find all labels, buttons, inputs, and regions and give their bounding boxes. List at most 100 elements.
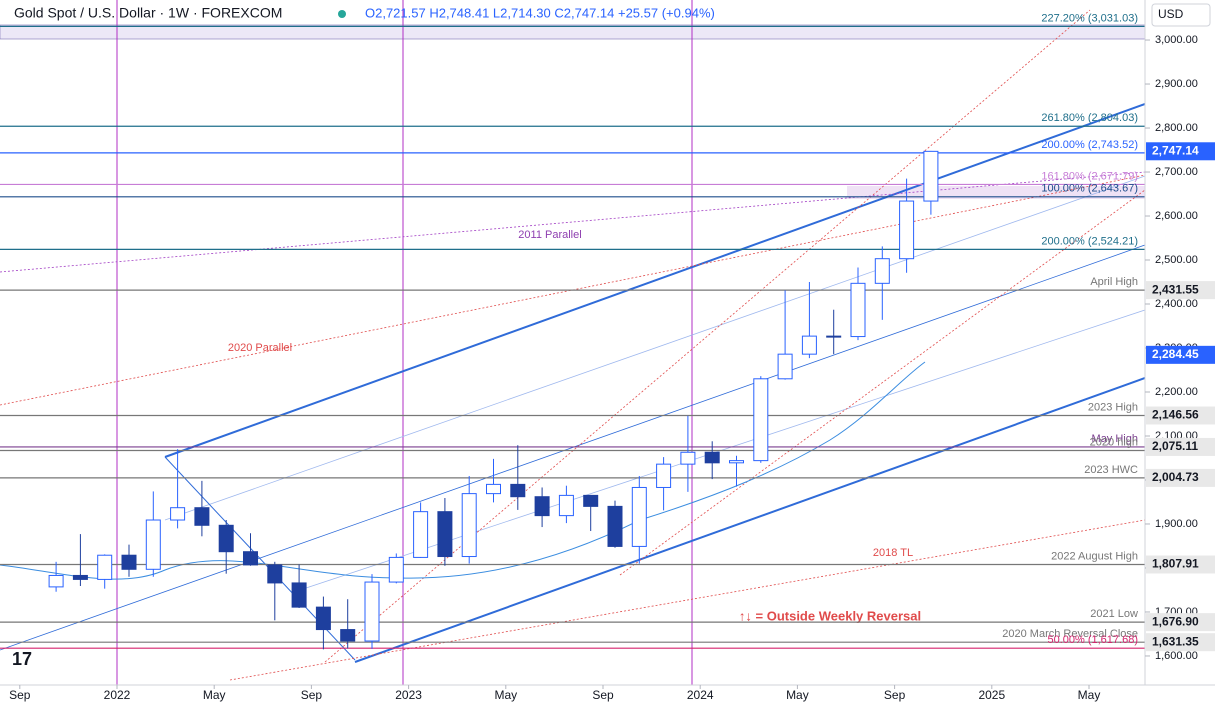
candle-body: [194, 507, 210, 526]
x-tick-label: 2024: [687, 688, 714, 702]
fib-zone: [847, 186, 1145, 199]
trendline: [164, 103, 1146, 458]
price-tag: [1146, 406, 1215, 425]
candle-body: [899, 200, 915, 260]
level-label: 2023 HWC: [1084, 464, 1138, 476]
status-dot: [338, 10, 346, 18]
candle-body: [340, 629, 356, 642]
candle-body: [121, 554, 137, 570]
price-tag-label: 1,807.91: [1152, 557, 1199, 571]
x-tick-label: Sep: [301, 688, 323, 702]
candle-body: [510, 483, 526, 498]
trendline: [164, 175, 1146, 521]
price-tag-label: 2,431.55: [1152, 282, 1199, 296]
y-tick-label: 2,600.00: [1155, 210, 1198, 222]
price-tag-label: 2,004.73: [1152, 470, 1199, 484]
price-tag: [1146, 281, 1215, 300]
price-tag: [1146, 437, 1215, 456]
candle-body: [364, 581, 380, 642]
candle-body: [388, 556, 404, 583]
y-tick-label: 2,700.00: [1155, 166, 1198, 178]
logo: 17: [12, 649, 32, 669]
level-label: 200.00% (2,524.21): [1041, 235, 1138, 247]
candle-body: [218, 524, 234, 553]
annotation: 2018 TL: [873, 547, 913, 559]
candle-body: [607, 505, 623, 547]
y-tick-label: 1,600.00: [1155, 650, 1198, 662]
currency-button[interactable]: [1151, 3, 1211, 27]
price-tag-label: 1,676.90: [1152, 614, 1199, 628]
candle-body: [583, 494, 599, 507]
candle-body: [437, 511, 453, 558]
candle-body: [97, 554, 113, 580]
y-tick-label: 2,800.00: [1155, 122, 1198, 134]
candle-body: [72, 574, 88, 580]
trendline-2018: [229, 519, 1146, 681]
price-tag: [1146, 633, 1215, 652]
candle-body: [558, 494, 574, 517]
candle-body: [413, 511, 429, 558]
trendline: [354, 377, 1146, 663]
level-label: 2022 August High: [1051, 550, 1138, 562]
x-tick-label: May: [1078, 688, 1101, 702]
chart-title: Gold Spot / U.S. Dollar · 1W · FOREXCOM: [14, 5, 282, 21]
annotation: 2020 Parallel: [228, 342, 292, 354]
level-label: 50.00% (1,617.68): [1047, 634, 1138, 646]
candle-body: [656, 463, 672, 488]
candle-body: [704, 451, 720, 464]
candle-body: [631, 486, 647, 547]
candle-body: [315, 606, 331, 631]
candle-body: [170, 507, 186, 521]
y-tick-label: 2,400.00: [1155, 298, 1198, 310]
price-tag: [1146, 142, 1215, 161]
trendline: [324, 9, 1091, 663]
x-tick-label: Sep: [9, 688, 31, 702]
currency[interactable]: USD: [1158, 7, 1184, 21]
candle-body: [461, 493, 477, 558]
level-label: 2021 Low: [1090, 608, 1138, 620]
level-label: 100.00% (2,643.67): [1041, 183, 1138, 195]
parallel-2020: [0, 174, 1146, 406]
y-tick-label: 2,900.00: [1155, 78, 1198, 90]
level-label: April High: [1090, 276, 1138, 288]
x-tick-label: 2025: [978, 688, 1005, 702]
y-tick-label: 2,200.00: [1155, 386, 1198, 398]
level-label: May High: [1092, 433, 1138, 445]
parallel-2011: [0, 171, 1146, 273]
y-tick-label: 3,000.00: [1155, 34, 1198, 46]
level-label: 161.80% (2,671.79): [1041, 170, 1138, 182]
candle-body: [777, 353, 793, 380]
x-tick-label: 2023: [395, 688, 422, 702]
level-label: 227.20% (3,031.03): [1041, 12, 1138, 24]
price-tag-label: 2,075.11: [1152, 439, 1198, 453]
price-tag-label: 2,146.56: [1152, 408, 1199, 422]
y-tick-label: 2,500.00: [1155, 254, 1198, 266]
level-label: 2020 March Reversal Close: [1002, 628, 1138, 640]
candle-body: [826, 335, 842, 338]
x-tick-label: May: [786, 688, 809, 702]
candle-body: [874, 258, 890, 284]
candle-body: [753, 378, 769, 462]
candle-body: [923, 150, 939, 202]
candle-body: [680, 451, 696, 465]
level-label: 200.00% (2,743.52): [1041, 139, 1138, 151]
candle-body: [145, 519, 161, 570]
level-label: 2020 high: [1090, 436, 1138, 448]
x-tick-label: May: [494, 688, 517, 702]
price-tag: [1146, 613, 1215, 632]
candle-body: [267, 564, 283, 584]
price-tag-label: 2,747.14: [1152, 143, 1199, 157]
candle-body: [850, 282, 866, 338]
y-tick-label: 1,900.00: [1155, 518, 1198, 530]
ohlc-header: O2,721.57 H2,748.41 L2,714.30 C2,747.14 …: [365, 5, 715, 20]
x-tick-label: Sep: [592, 688, 614, 702]
top-zone: [0, 24, 1146, 40]
price-tag: [1146, 468, 1215, 487]
level-label: 261.80% (2,804.03): [1041, 112, 1138, 124]
candle-body: [801, 335, 817, 355]
level-label: 2023 High: [1088, 401, 1138, 413]
price-tag: [1146, 555, 1215, 574]
